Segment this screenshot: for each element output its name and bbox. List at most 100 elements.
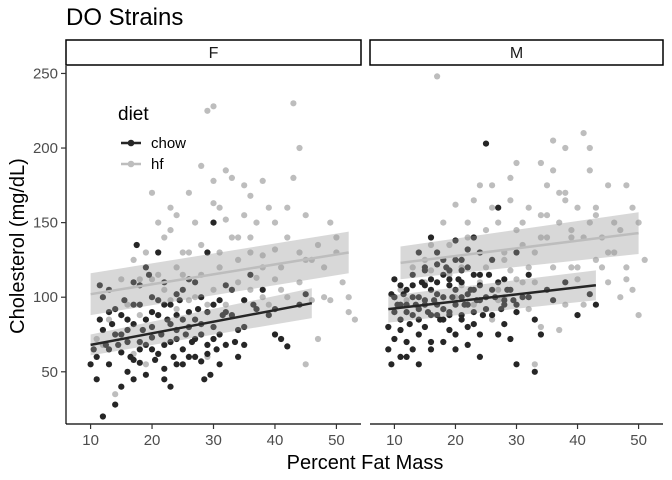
- point-m-hf-87: [568, 264, 575, 271]
- point-m-chow-124: [434, 312, 441, 319]
- x-tick-label-f-10: 10: [82, 432, 99, 449]
- legend-label-chow: chow: [151, 135, 186, 152]
- point-f-chow-67: [133, 241, 140, 249]
- point-f-chow-91: [105, 309, 113, 316]
- point-m-chow-33: [452, 256, 459, 263]
- point-f-chow-43: [216, 331, 223, 338]
- point-f-chow-4: [105, 361, 113, 368]
- point-m-hf-48: [537, 212, 545, 219]
- point-m-hf-67: [605, 279, 612, 286]
- point-f-chow-114: [185, 353, 192, 360]
- point-f-chow-47: [235, 353, 242, 360]
- point-f-chow-27: [167, 338, 174, 346]
- point-f-chow-65: [213, 346, 220, 353]
- point-m-hf-5: [427, 241, 435, 249]
- point-f-hf-74: [167, 297, 174, 304]
- legend-entry-chow: chow: [121, 135, 186, 152]
- point-m-chow-137: [434, 261, 441, 268]
- point-f-hf-94: [167, 204, 174, 211]
- point-m-hf-61: [531, 249, 538, 256]
- point-f-hf-3: [112, 391, 119, 398]
- point-m-chow-44: [470, 309, 477, 316]
- point-m-hf-24: [543, 182, 551, 189]
- point-f-hf-98: [259, 294, 266, 301]
- point-m-hf-22: [531, 279, 538, 286]
- point-f-chow-36: [192, 353, 199, 360]
- point-m-chow-91: [391, 276, 398, 283]
- point-m-hf-8: [446, 271, 453, 278]
- point-f-chow-72: [195, 306, 202, 313]
- point-m-chow-0: [385, 323, 392, 331]
- point-m-chow-114: [452, 331, 459, 338]
- point-m-chow-111: [415, 361, 422, 368]
- axes: 10 20 30 40 50 10 20 30 40 50 50 100 150 200 250: [33, 65, 663, 449]
- x-tick-label-m-40: 40: [569, 432, 586, 449]
- point-f-hf-12: [167, 227, 174, 234]
- point-f-chow-88: [179, 361, 186, 368]
- point-f-hf-51: [247, 192, 254, 199]
- point-m-hf-25: [550, 167, 557, 174]
- point-f-chow-42: [210, 301, 217, 308]
- point-f-hf-90: [327, 297, 334, 304]
- point-m-chow-6: [397, 326, 404, 334]
- point-f-chow-20: [148, 323, 156, 331]
- point-m-chow-93: [403, 309, 410, 316]
- point-f-chow-14: [130, 321, 137, 328]
- point-m-chow-75: [424, 309, 432, 316]
- point-m-chow-81: [461, 301, 468, 308]
- point-f-chow-84: [115, 341, 122, 348]
- point-f-chow-19: [142, 341, 149, 348]
- legend-key-point-hf: [127, 160, 135, 168]
- panel-m: M: [369, 39, 664, 375]
- point-f-chow-115: [192, 316, 199, 323]
- point-f-chow-3: [99, 413, 106, 420]
- point-m-chow-98: [434, 291, 441, 298]
- point-m-hf-39: [635, 312, 642, 319]
- x-tick-label-f-20: 20: [144, 432, 161, 449]
- point-f-chow-94: [271, 331, 279, 338]
- point-m-hf-64: [568, 227, 575, 234]
- point-f-chow-102: [105, 346, 113, 353]
- fit-line-m-hf: [400, 231, 639, 265]
- point-m-hf-69: [629, 204, 636, 211]
- point-f-chow-107: [142, 316, 149, 323]
- point-f-hf-43: [148, 276, 156, 283]
- point-m-chow-105: [476, 282, 483, 289]
- point-m-hf-15: [489, 182, 496, 189]
- point-m-hf-50: [562, 197, 569, 204]
- point-f-chow-52: [284, 343, 291, 350]
- point-m-chow-80: [455, 276, 462, 283]
- point-m-chow-63: [537, 331, 545, 338]
- point-m-hf-55: [623, 276, 630, 283]
- x-tick-label-m-50: 50: [630, 432, 647, 449]
- strip-label-m: M: [510, 45, 523, 62]
- point-f-chow-44: [216, 361, 223, 368]
- point-m-chow-62: [531, 316, 538, 323]
- point-f-hf-13: [173, 264, 180, 271]
- point-m-hf-6: [434, 73, 441, 80]
- point-f-chow-61: [164, 316, 171, 323]
- point-m-chow-4: [391, 335, 398, 343]
- point-m-hf-63: [556, 189, 563, 196]
- point-m-chow-110: [403, 353, 410, 360]
- point-f-chow-124: [253, 306, 260, 313]
- point-m-chow-14: [409, 271, 416, 278]
- point-f-chow-46: [228, 312, 235, 319]
- point-m-chow-48: [482, 140, 490, 147]
- point-f-chow-45: [222, 282, 229, 289]
- point-m-chow-122: [409, 282, 416, 289]
- point-m-hf-52: [586, 219, 593, 226]
- point-f-hf-22: [228, 234, 235, 241]
- point-m-chow-89: [510, 297, 517, 304]
- strip-m: [369, 39, 664, 66]
- legend-label-hf: hf: [151, 156, 164, 173]
- point-m-hf-57: [482, 264, 490, 271]
- point-m-hf-98: [427, 267, 435, 274]
- point-m-chow-39: [464, 264, 471, 271]
- point-m-chow-57: [507, 335, 514, 343]
- point-m-hf-32: [592, 212, 600, 219]
- point-m-hf-11: [464, 234, 471, 241]
- point-m-hf-2: [409, 264, 416, 271]
- point-m-hf-82: [446, 241, 453, 249]
